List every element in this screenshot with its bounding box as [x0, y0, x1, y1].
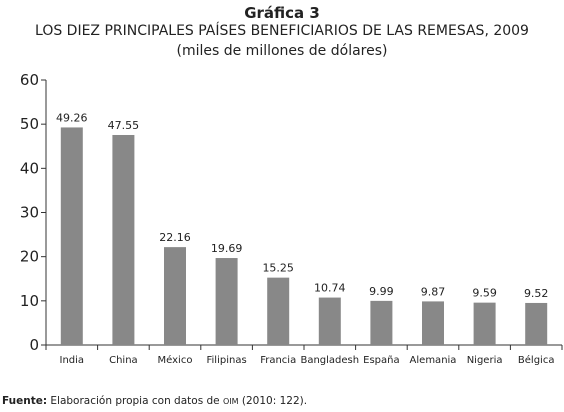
bar: [60, 127, 83, 345]
bar: [473, 302, 496, 345]
data-label: 22.16: [159, 231, 191, 244]
x-tick-label: Bélgica: [518, 354, 555, 366]
source-org: OIM: [222, 397, 239, 406]
data-label: 9.99: [369, 285, 394, 298]
y-tick-label: 60: [20, 71, 39, 89]
x-tick-label: Filipinas: [207, 355, 247, 366]
x-tick-label: España: [363, 355, 399, 366]
y-tick-label: 40: [20, 159, 39, 177]
x-tick-label: China: [109, 355, 138, 366]
x-tick-label: Nigeria: [467, 355, 503, 366]
bar: [112, 134, 135, 345]
x-tick-label: Alemania: [410, 355, 457, 366]
y-tick-label: 20: [20, 248, 39, 266]
y-tick-label: 0: [29, 336, 39, 354]
y-tick-label: 10: [20, 292, 39, 310]
data-labels: 49.26 47.55 22.16 19.69 15.25 10.74 9.99 9.87 9.…: [56, 111, 548, 300]
x-tick-label: Bangladesh: [300, 355, 359, 366]
bar-chart: 0 10 20 30 40 50 60 India China México Filipinas F…: [20, 71, 563, 366]
bar: [267, 277, 290, 345]
y-tick-label: 30: [20, 204, 39, 222]
source-note: Fuente: Elaboración propia con datos de …: [2, 395, 307, 407]
data-label: 49.26: [56, 111, 88, 124]
bar: [318, 297, 341, 345]
data-label: 47.55: [108, 119, 140, 132]
data-label: 9.59: [472, 287, 497, 300]
x-tick-label: Francia: [260, 355, 296, 366]
bars: [60, 127, 548, 345]
y-axis: 0 10 20 30 40 50 60: [20, 71, 47, 354]
data-label: 19.69: [211, 242, 243, 255]
x-axis: India China México Filipinas Francia Banglade…: [45, 344, 563, 366]
bar: [215, 258, 238, 345]
bar: [525, 302, 548, 345]
chart-title: LOS DIEZ PRINCIPALES PAÍSES BENEFICIARIO…: [35, 23, 529, 39]
chart-figure-label: Gráfica 3: [244, 4, 320, 22]
y-tick-label: 50: [20, 115, 39, 133]
chart-unit-note: (miles de millones de dólares): [176, 43, 388, 59]
source-citation: (2010: 122).: [241, 395, 308, 407]
data-label: 10.74: [314, 282, 346, 295]
source-label: Fuente:: [2, 395, 48, 407]
source-text: Elaboración propia con datos de: [50, 395, 220, 407]
bar: [422, 301, 444, 345]
data-label: 15.25: [262, 262, 294, 275]
x-tick-label: México: [158, 354, 193, 366]
x-tick-label: India: [60, 355, 85, 366]
data-label: 9.52: [524, 287, 549, 300]
data-label: 9.87: [421, 285, 446, 298]
bar: [370, 300, 393, 345]
bar: [164, 247, 186, 345]
